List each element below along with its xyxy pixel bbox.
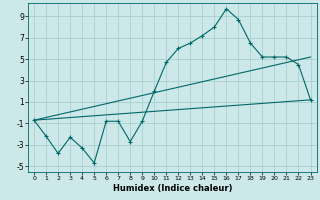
X-axis label: Humidex (Indice chaleur): Humidex (Indice chaleur) bbox=[113, 184, 232, 193]
